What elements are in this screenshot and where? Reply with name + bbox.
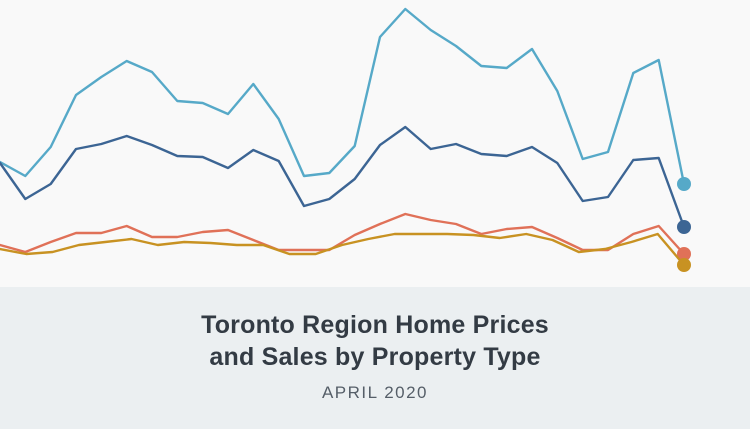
series-end-point-3 (677, 247, 691, 261)
series-line-3 (0, 212, 686, 256)
series-line-2 (0, 125, 686, 229)
page-title-line-1: Toronto Region Home Prices (201, 311, 549, 339)
line-chart (0, 7, 691, 272)
series-end-point-1 (677, 177, 691, 191)
series-line-4 (0, 232, 686, 267)
chart-plot (0, 7, 691, 272)
page-title-line-2: and Sales by Property Type (209, 343, 541, 371)
series-end-point-2 (677, 220, 691, 234)
series-end-point-4 (677, 258, 691, 272)
series-line-1 (0, 7, 686, 186)
page-subtitle: APRIL 2020 (321, 383, 429, 402)
title-banner: Toronto Region Home Prices and Sales by … (0, 287, 750, 429)
